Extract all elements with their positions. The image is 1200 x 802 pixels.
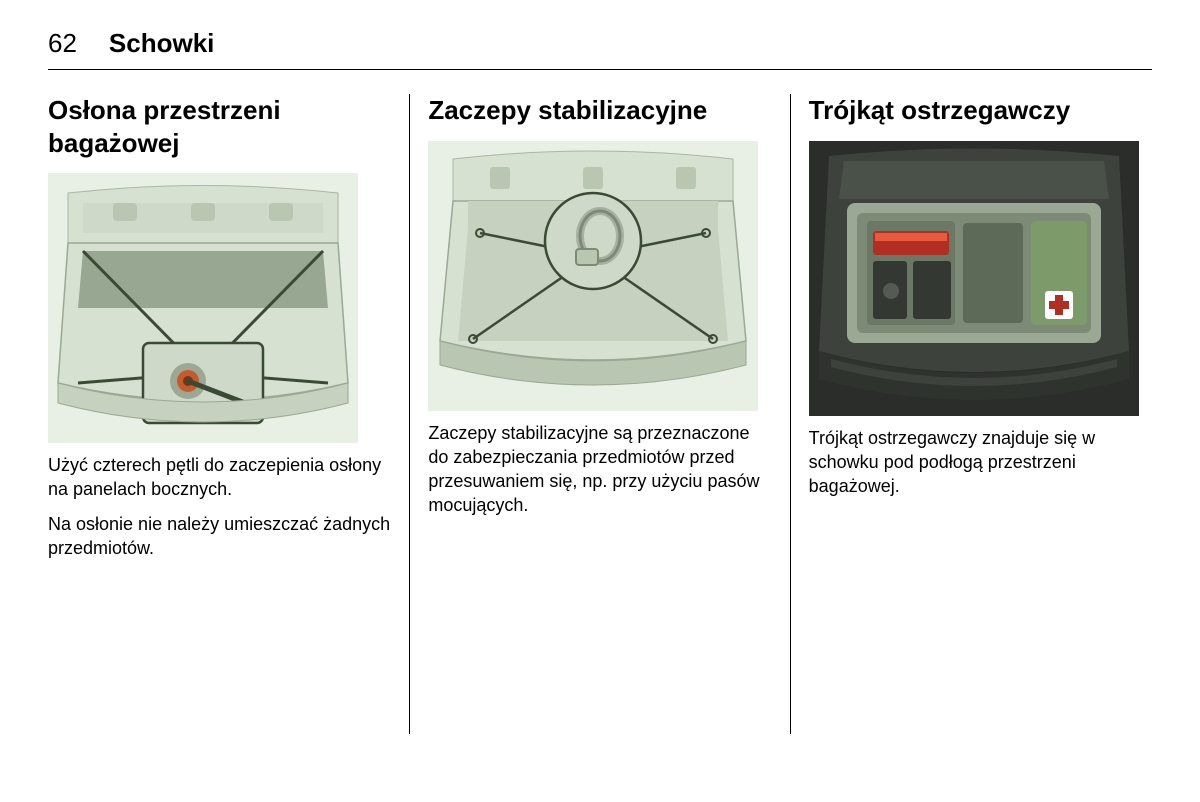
body-text: Trójkąt ostrzegawczy znajduje się w scho… [809, 426, 1152, 499]
column-2: Zaczepy stabilizacyjne [410, 94, 790, 734]
lashing-eye-illustration [428, 141, 771, 411]
chapter-title: Schowki [109, 28, 214, 59]
section-heading: Zaczepy stabilizacyjne [428, 94, 771, 127]
underfloor-storage-illustration [809, 141, 1152, 416]
section-heading: Trójkąt ostrzegawczy [809, 94, 1152, 127]
body-text: Użyć czterech pętli do zaczepienia osłon… [48, 453, 391, 502]
column-1: Osłona przestrzeni bagażowej [48, 94, 410, 734]
body-text: Zaczepy stabilizacyjne są przeznaczone d… [428, 421, 771, 518]
page-header: 62 Schowki [48, 28, 1152, 70]
section-heading: Osłona przestrzeni bagażowej [48, 94, 391, 159]
page-number: 62 [48, 28, 77, 59]
content-columns: Osłona przestrzeni bagażowej [48, 94, 1152, 734]
column-3: Trójkąt ostrzegawczy [791, 94, 1152, 734]
body-text: Na osłonie nie należy umieszczać żadnych… [48, 512, 391, 561]
trunk-cover-illustration [48, 173, 391, 443]
